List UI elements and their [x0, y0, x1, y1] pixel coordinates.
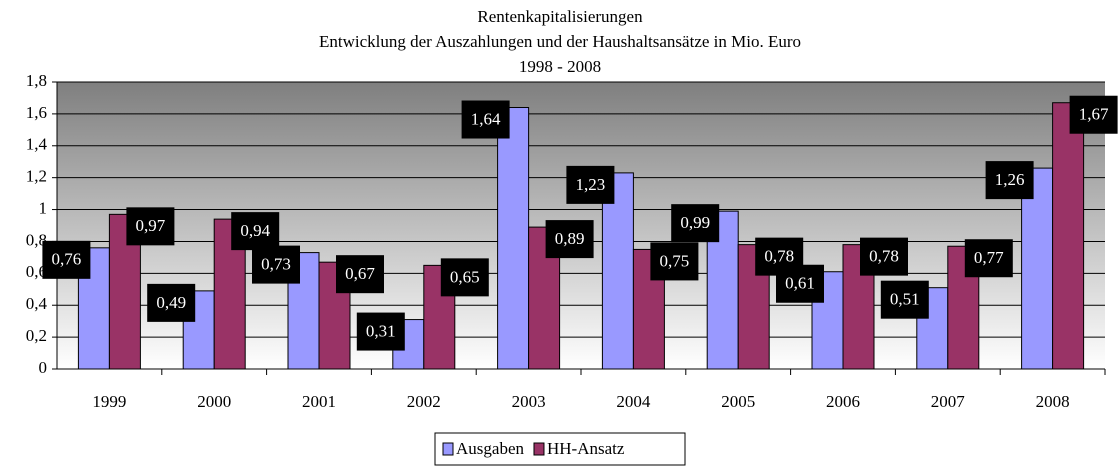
- chart-title: Rentenkapitalisierungen: [477, 7, 643, 26]
- y-tick-label: 0,8: [26, 230, 47, 249]
- data-label: 0,65: [450, 267, 480, 286]
- x-tick-label: 2002: [407, 392, 441, 411]
- data-label-box: [671, 204, 720, 243]
- data-label: 0,78: [764, 247, 794, 266]
- y-tick-label: 1,6: [26, 103, 47, 122]
- data-label: 0,67: [345, 264, 375, 283]
- data-label: 0,78: [869, 247, 899, 266]
- data-label-box: [860, 237, 908, 276]
- bar: [423, 264, 456, 370]
- x-tick-label: 2001: [302, 392, 336, 411]
- x-tick-label: 1999: [92, 392, 126, 411]
- x-tick-label: 2004: [616, 392, 651, 411]
- data-label-box: [461, 100, 510, 139]
- x-tick-label: 2007: [931, 392, 966, 411]
- x-tick-label: 2003: [512, 392, 546, 411]
- legend-swatch: [533, 442, 545, 456]
- data-label: 1,23: [576, 175, 606, 194]
- y-tick-label: 1,2: [26, 167, 47, 186]
- data-label: 0,49: [156, 293, 186, 312]
- data-label: 0,94: [240, 221, 270, 240]
- data-label-box: [231, 212, 280, 251]
- x-tick-label: 2006: [826, 392, 860, 411]
- bar: [1021, 167, 1054, 370]
- data-label-box: [336, 255, 384, 294]
- data-label-box: [545, 220, 594, 259]
- bar: [497, 107, 530, 370]
- data-label: 1,67: [1079, 105, 1109, 124]
- data-label-box: [964, 239, 1013, 278]
- y-tick-label: 0,6: [26, 262, 47, 281]
- data-label-box: [252, 245, 300, 284]
- data-label: 1,64: [471, 109, 501, 128]
- x-tick-label: 2005: [721, 392, 755, 411]
- legend-swatch: [442, 442, 454, 456]
- data-label-box: [566, 165, 615, 204]
- data-label: 0,61: [785, 274, 815, 293]
- data-label: 0,75: [660, 251, 690, 270]
- data-label-box: [147, 283, 196, 322]
- data-label: 0,97: [136, 216, 166, 235]
- data-label-box: [440, 258, 489, 297]
- data-label: 0,89: [555, 229, 585, 248]
- y-tick-label: 1,4: [26, 135, 48, 154]
- y-tick-label: 0,2: [26, 326, 47, 345]
- y-tick-label: 1,8: [26, 71, 47, 90]
- data-label-box: [985, 161, 1034, 200]
- bar: [601, 172, 634, 370]
- y-tick-label: 1: [39, 198, 48, 217]
- data-label-box: [650, 242, 699, 281]
- data-label: 0,99: [680, 213, 710, 232]
- data-label: 0,76: [52, 250, 82, 269]
- data-label-box: [755, 237, 804, 276]
- legend-label: Ausgaben: [456, 439, 524, 458]
- y-tick-label: 0,4: [26, 294, 48, 313]
- data-label-box: [1069, 95, 1118, 134]
- data-label: 0,51: [890, 290, 920, 309]
- data-label-box: [356, 312, 405, 351]
- y-tick-label: 0: [39, 358, 48, 377]
- legend-label: HH-Ansatz: [547, 439, 625, 458]
- x-tick-label: 2000: [197, 392, 231, 411]
- data-label: 0,73: [261, 255, 291, 274]
- data-label: 0,77: [974, 248, 1004, 267]
- data-label: 1,26: [995, 170, 1025, 189]
- x-tick-label: 2008: [1036, 392, 1070, 411]
- legend-box: [434, 432, 686, 466]
- data-label: 0,31: [366, 321, 396, 340]
- bar: [1052, 102, 1085, 370]
- data-label-box: [880, 280, 929, 319]
- chart-subtitle: Entwicklung der Auszahlungen und der Hau…: [319, 32, 801, 51]
- chart-period: 1998 - 2008: [519, 57, 601, 76]
- data-label-box: [126, 207, 175, 246]
- data-label-box: [42, 240, 91, 279]
